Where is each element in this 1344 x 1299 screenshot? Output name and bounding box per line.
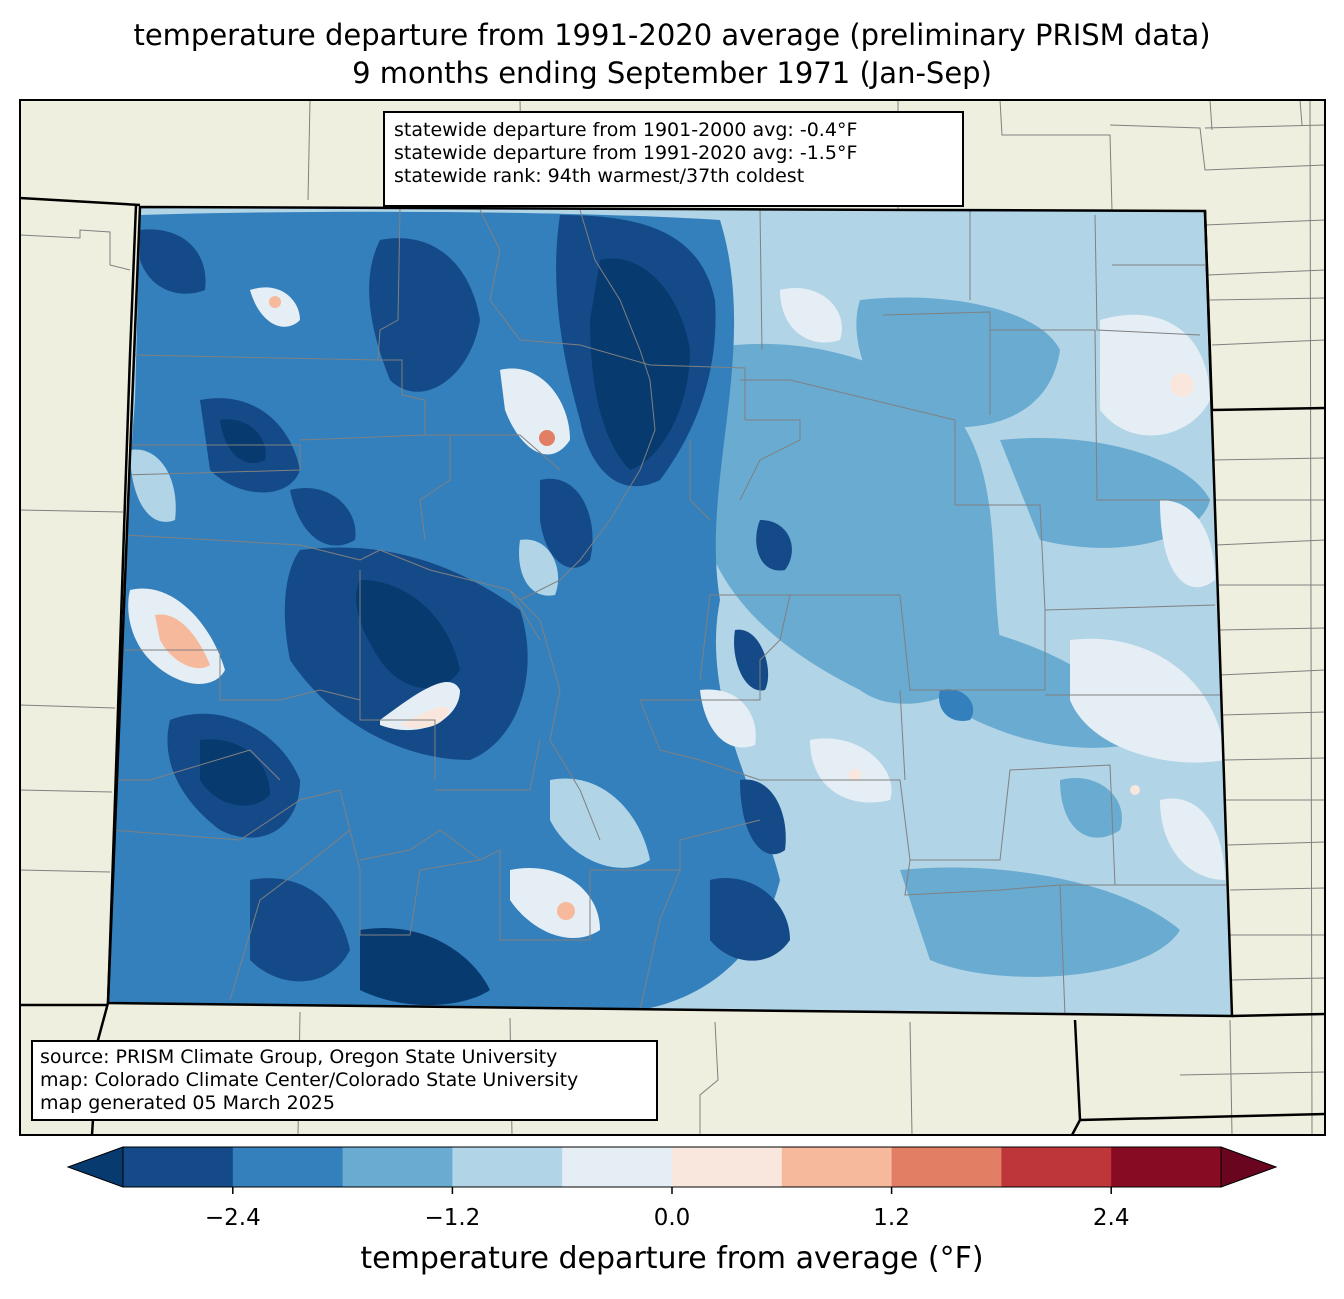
map-title-line2: 9 months ending September 1971 (Jan-Sep) — [352, 56, 992, 90]
colorbar-segment — [562, 1147, 673, 1187]
colorbar-segment — [891, 1147, 1002, 1187]
source-box: source: PRISM Climate Group, Oregon Stat… — [31, 1040, 658, 1121]
stats-departure-1901-2000: statewide departure from 1901-2000 avg: … — [394, 119, 858, 141]
colorbar — [66, 1146, 1278, 1194]
colorbar-segment — [452, 1147, 563, 1187]
colorbar-tick-label: 1.2 — [873, 1205, 910, 1231]
county-lines — [109, 207, 1230, 1016]
colorbar-label: temperature departure from average (°F) — [360, 1241, 984, 1276]
colorbar-segment — [232, 1147, 344, 1187]
colorbar-over-arrow — [1220, 1146, 1278, 1188]
colorbar-segment — [672, 1147, 783, 1187]
map-title-line1: temperature departure from 1991-2020 ave… — [133, 18, 1211, 52]
source-line-generated: map generated 05 March 2025 — [40, 1092, 335, 1114]
colorbar-tick-label: 2.4 — [1092, 1205, 1130, 1231]
temperature-field — [108, 207, 1232, 1016]
stats-departure-1991-2020: statewide departure from 1991-2020 avg: … — [394, 142, 858, 164]
colorbar-tick-label: −2.4 — [204, 1205, 261, 1231]
colorbar-under-arrow — [66, 1146, 124, 1188]
map-frame — [19, 99, 1326, 1136]
source-line-map: map: Colorado Climate Center/Colorado St… — [40, 1069, 579, 1091]
colorbar-segment — [1001, 1147, 1112, 1187]
colorbar-segment — [781, 1147, 893, 1187]
colorbar-tick-label: 0.0 — [653, 1205, 691, 1231]
statewide-stats-box: statewide departure from 1901-2000 avg: … — [383, 111, 964, 207]
colorbar-segment — [1111, 1147, 1222, 1187]
colorbar-segment — [123, 1147, 234, 1187]
colorbar-segment — [342, 1147, 453, 1187]
colorbar-tick-label: −1.2 — [424, 1205, 481, 1231]
stats-rank: statewide rank: 94th warmest/37th coldes… — [394, 165, 805, 187]
source-line-prism: source: PRISM Climate Group, Oregon Stat… — [40, 1046, 558, 1068]
